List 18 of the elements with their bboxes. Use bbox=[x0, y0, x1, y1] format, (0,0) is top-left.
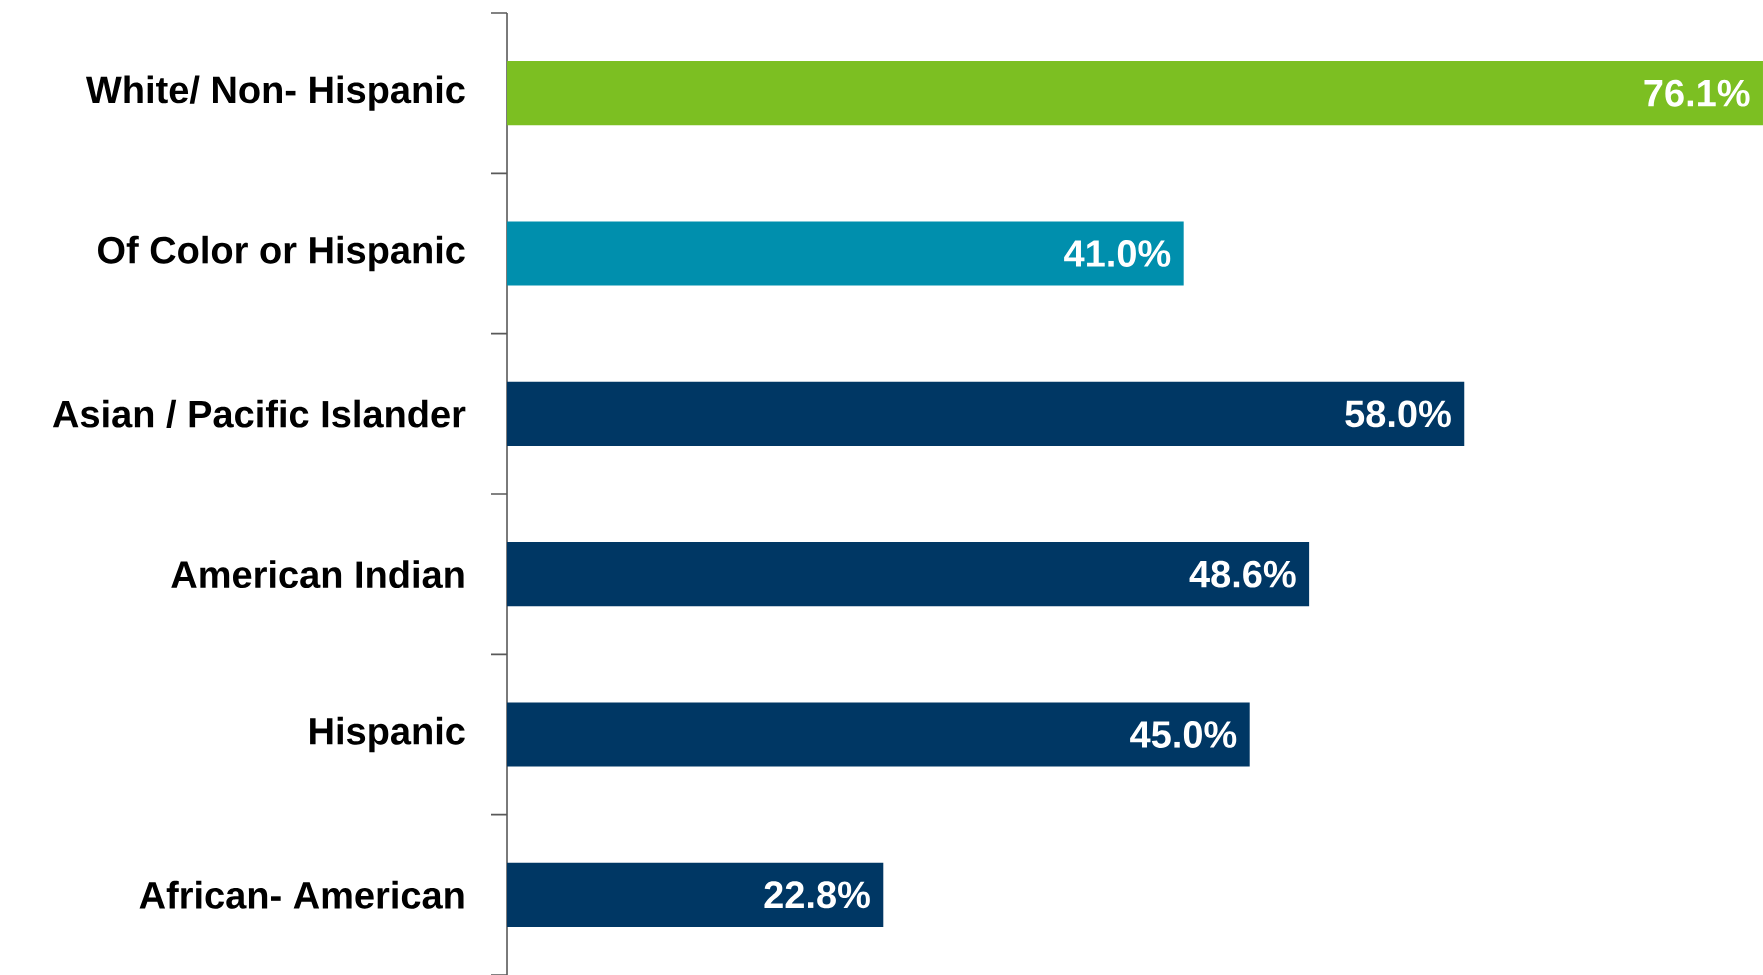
bar bbox=[507, 381, 1465, 446]
bar bbox=[507, 702, 1250, 767]
bar bbox=[507, 542, 1310, 607]
data-label: 41.0% bbox=[1064, 240, 1171, 267]
data-label: 58.0% bbox=[1345, 400, 1451, 428]
data-label: 22.8% bbox=[764, 881, 870, 909]
data-label: 76.1% bbox=[1644, 79, 1750, 107]
bar bbox=[507, 862, 884, 927]
data-label: 45.0% bbox=[1130, 721, 1237, 748]
y-tick-label: White/ Non- Hispanic bbox=[85, 75, 465, 111]
y-tick-label: Asian / Pacific Islander bbox=[52, 399, 466, 428]
y-tick-label: American Indian bbox=[171, 560, 464, 589]
data-label: 48.6% bbox=[1189, 560, 1296, 588]
y-tick-label: Hispanic bbox=[310, 716, 465, 753]
y-tick-label: African- American bbox=[139, 880, 464, 909]
bar bbox=[507, 61, 1763, 126]
y-tick-label: Of Color or Hispanic bbox=[98, 235, 465, 272]
bar bbox=[507, 221, 1184, 286]
